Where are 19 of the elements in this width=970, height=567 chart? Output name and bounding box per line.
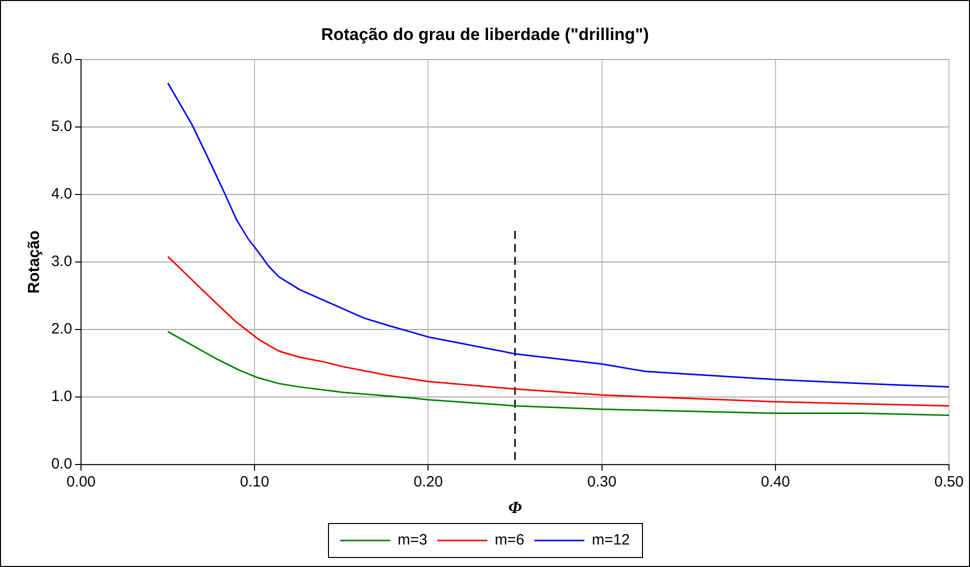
x-tick-label: 0.20: [414, 474, 443, 491]
y-tick-label: 5.0: [51, 118, 72, 136]
y-tick-label: 6.0: [51, 50, 72, 68]
chart-title: Rotação do grau de liberdade ("drilling"): [321, 24, 649, 44]
y-tick-label: 2.0: [51, 320, 72, 338]
legend-label: m=6: [494, 532, 524, 549]
x-axis-title: Φ: [508, 498, 522, 518]
legend-label: m=12: [592, 532, 630, 549]
y-tick-label: 3.0: [51, 253, 72, 270]
legend-label: m=3: [398, 532, 428, 549]
y-tick-label: 1.0: [51, 388, 72, 406]
y-tick-label: 4.0: [51, 186, 72, 203]
y-tick-label: 0.0: [51, 456, 72, 473]
x-tick-label: 0.00: [66, 474, 96, 491]
x-tick-label: 0.10: [240, 474, 270, 491]
x-tick-label: 0.30: [587, 474, 616, 491]
x-tick-label: 0.40: [760, 474, 790, 491]
x-tick-label: 0.50: [934, 474, 964, 491]
y-axis-title: Rotação: [26, 230, 44, 294]
